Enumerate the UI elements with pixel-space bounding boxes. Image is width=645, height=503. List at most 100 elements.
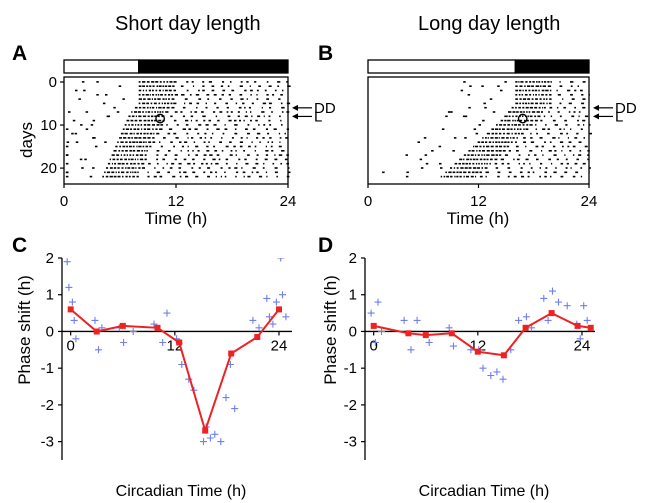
activity-bout (251, 115, 253, 118)
activity-bout (255, 162, 259, 165)
activity-bout (173, 89, 176, 92)
activity-bout (149, 85, 152, 87)
activity-bout (153, 132, 155, 135)
individual-point (367, 309, 375, 317)
x-tick-label: 24 (271, 337, 288, 354)
activity-bout (124, 124, 127, 126)
activity-bout (210, 171, 213, 174)
activity-bout (215, 175, 217, 178)
activity-bout (146, 132, 149, 135)
activity-bout (539, 167, 541, 169)
activity-bout (584, 145, 588, 148)
activity-bout (205, 124, 209, 126)
activity-bout (258, 124, 260, 126)
activity-bout (230, 98, 233, 100)
activity-bout (142, 137, 147, 139)
individual-point (549, 287, 556, 295)
activity-bout (530, 102, 534, 105)
activity-bout (535, 124, 537, 126)
activity-bout (405, 154, 408, 156)
activity-bout (274, 154, 276, 156)
activity-bout (117, 175, 121, 178)
activity-bout (458, 162, 461, 165)
activity-bout (235, 171, 239, 174)
activity-bout (479, 158, 483, 161)
activity-bout (125, 167, 127, 169)
activity-bout (488, 141, 492, 143)
individual-point (163, 309, 171, 317)
activity-bout (186, 89, 189, 92)
activity-bout (544, 141, 546, 143)
activity-bout (244, 115, 248, 118)
activity-bout (515, 115, 518, 118)
y-tick-label: 2 (46, 250, 54, 267)
activity-bout (454, 175, 456, 178)
activity-bout (495, 154, 499, 156)
activity-bout (452, 150, 455, 152)
activity-bout (570, 81, 574, 83)
activity-bout (545, 98, 548, 100)
activity-bout (168, 89, 172, 92)
activity-bout (125, 141, 128, 143)
activity-bout (464, 167, 468, 169)
activity-bout (543, 98, 545, 100)
activity-bout (126, 119, 130, 122)
activity-bout (125, 128, 130, 130)
activity-bout (286, 162, 289, 165)
light-phase-a (63, 59, 140, 74)
activity-bout (580, 89, 583, 92)
activity-bout (122, 98, 125, 100)
activity-bout (534, 89, 538, 92)
x-tick-label: 0 (370, 337, 378, 354)
activity-bout (173, 102, 177, 105)
activity-bout (499, 154, 502, 156)
activity-bout (138, 106, 142, 109)
activity-bout (525, 81, 528, 83)
activity-bout (527, 85, 531, 87)
activity-bout (527, 102, 530, 105)
activity-bout (522, 89, 524, 92)
activity-bout (166, 124, 168, 126)
activity-bout (156, 154, 159, 156)
activity-bout (503, 124, 506, 126)
activity-bout (280, 162, 282, 165)
activity-bout (284, 158, 288, 161)
activity-bout (254, 145, 257, 148)
activity-bout (141, 162, 145, 165)
activity-bout (157, 111, 159, 113)
y-axis-ticks-d: -3 -2 -1 0 1 2 (344, 250, 365, 451)
activity-bout (281, 124, 283, 126)
activity-bout (470, 154, 474, 156)
activity-bout (274, 89, 277, 92)
y-axis-label-c: Phase shift (h) (15, 275, 34, 385)
activity-bout (459, 175, 462, 178)
activity-bout (187, 145, 189, 148)
activity-bout (147, 111, 151, 113)
activity-bout (205, 102, 207, 105)
activity-bout (138, 119, 142, 122)
phase-response-curve-c: -3 -2 -1 0 1 2 0 1 2 24 Phase shift (h) Circadia… (15, 250, 292, 500)
activity-bout (580, 128, 583, 130)
activity-bout (142, 141, 145, 143)
activity-bout (528, 111, 531, 113)
activity-bout (113, 150, 117, 152)
activity-bout (111, 154, 115, 156)
activity-bout (248, 145, 251, 148)
mean-point (119, 322, 126, 329)
activity-bout (142, 111, 144, 113)
activity-bout (112, 158, 116, 161)
activity-bout (439, 162, 442, 165)
activity-bout (167, 171, 170, 174)
activity-bout (262, 167, 265, 169)
dark-phase-b (514, 59, 590, 74)
activity-bout (161, 102, 163, 105)
activity-bout (244, 89, 247, 92)
activity-bout (582, 106, 586, 109)
activity-bout (556, 89, 558, 92)
activity-bout (147, 98, 151, 100)
activity-bout (65, 128, 69, 130)
activity-bout (527, 171, 530, 174)
activity-bout (128, 124, 130, 126)
activity-bout (216, 154, 220, 156)
activity-bout (137, 162, 140, 165)
